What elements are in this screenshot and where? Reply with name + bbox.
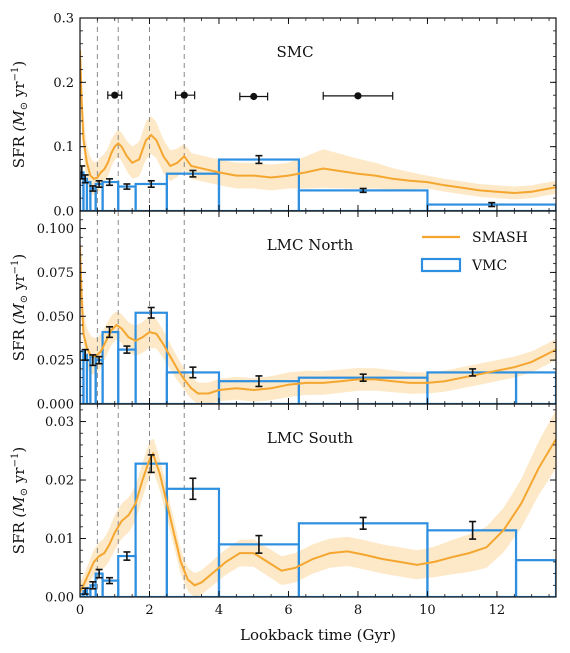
age-marker-dot — [180, 91, 188, 99]
y-axis-title: SFR (M⊙ yr−1) — [10, 254, 30, 361]
y-tick-label: 0.3 — [53, 12, 74, 27]
vmc-errorbar-3 — [106, 325, 114, 339]
vmc-bar-12 — [514, 559, 556, 597]
vmc-errorbar-1 — [81, 174, 89, 184]
vmc-errorbar-0 — [81, 587, 89, 595]
panel-title: LMC South — [267, 429, 354, 447]
smash-line — [80, 50, 556, 195]
panel-1: 0.000 0.025 0.050 0.075 0.100 LMC North SFR (M… — [10, 210, 557, 413]
smash-line — [80, 438, 556, 592]
vmc-errorbar-7 — [255, 534, 263, 554]
x-axis-title: Lookback time (Gyr) — [240, 626, 396, 644]
age-marker-1 — [174, 91, 196, 100]
vmc-errorbar-8 — [359, 373, 367, 382]
x-tick-label: 12 — [489, 603, 506, 618]
x-tick-label: 6 — [284, 603, 292, 618]
y-tick-label: 0.025 — [37, 354, 74, 369]
vmc-bar-7 — [134, 182, 168, 211]
y-axis-title: SFR (M⊙ yr−1) — [10, 447, 30, 554]
smash-uncertainty-band — [80, 30, 556, 200]
legend-vmc-box — [420, 257, 462, 273]
y-tick-label: 0.000 — [37, 398, 74, 413]
vmc-errorbar-6 — [147, 179, 155, 188]
vmc-errorbar-3 — [106, 576, 114, 585]
y-tick-label: 0.03 — [45, 415, 74, 430]
vmc-errorbar-3 — [95, 179, 103, 188]
x-tick-label: 8 — [354, 603, 362, 618]
smash-uncertainty-band — [80, 409, 556, 597]
y-tick-label: 0.050 — [37, 310, 74, 325]
vmc-errorbar-9 — [469, 368, 477, 377]
vmc-bar-10 — [297, 189, 429, 211]
x-tick-label: 0 — [76, 603, 84, 618]
panel-2: 0.00 0.01 0.02 0.03 0 2 4 6 8 10 12 LMC South SFR (M… — [10, 403, 557, 618]
vmc-errorbar-5 — [123, 183, 131, 190]
vmc-errorbar-6 — [189, 477, 197, 501]
vmc-errorbar-6 — [189, 366, 197, 379]
panel-title: SMC — [276, 43, 313, 61]
vmc-errorbar-7 — [189, 169, 197, 178]
smash-line — [80, 246, 556, 395]
vmc-bar-6 — [117, 348, 137, 404]
legend: SMASH VMC — [420, 230, 528, 274]
y-tick-label: 0.100 — [37, 222, 74, 237]
vmc-errorbar-2 — [89, 185, 97, 192]
vmc-bar-6 — [117, 185, 137, 211]
age-marker-3 — [322, 91, 394, 100]
legend-vmc-label: VMC — [471, 258, 507, 274]
panel-0: 0.0 0.1 0.2 0.3 SMC SFR (M⊙ yr−1) — [10, 12, 557, 220]
age-marker-0 — [107, 91, 123, 100]
panel-title: LMC North — [267, 236, 354, 254]
vmc-errorbar-9 — [359, 187, 367, 194]
age-marker-2 — [239, 92, 269, 101]
vmc-errorbar-1 — [89, 354, 97, 367]
vmc-bar-6 — [117, 554, 137, 597]
y-tick-label: 0.02 — [45, 474, 74, 489]
vmc-bar-12 — [514, 371, 556, 404]
vmc-errorbar-4 — [123, 551, 131, 561]
x-tick-label: 10 — [419, 603, 436, 618]
vmc-errorbar-8 — [255, 154, 263, 165]
vmc-errorbar-8 — [359, 516, 367, 530]
vmc-errorbar-9 — [469, 520, 477, 540]
legend-smash-label: SMASH — [472, 230, 528, 246]
age-marker-dot — [250, 92, 258, 101]
panel-frame — [79, 403, 557, 598]
y-tick-label: 0.075 — [37, 266, 74, 281]
y-tick-label: 0.2 — [53, 76, 74, 91]
y-tick-label: 0.00 — [45, 591, 74, 606]
vmc-errorbar-1 — [89, 580, 97, 590]
vmc-errorbar-4 — [106, 178, 114, 187]
y-tick-label: 0.01 — [45, 532, 74, 547]
vmc-errorbar-2 — [95, 568, 103, 579]
vmc-errorbar-7 — [255, 375, 263, 388]
vmc-errorbar-10 — [488, 201, 496, 208]
vmc-errorbar-4 — [123, 345, 131, 354]
x-tick-label: 4 — [215, 603, 223, 618]
y-tick-label: 0.0 — [53, 205, 74, 220]
age-marker-dot — [111, 91, 119, 99]
vmc-bar-5 — [101, 180, 120, 211]
panel-plot-area-1 — [80, 211, 556, 404]
panel-plot-area-0 — [80, 18, 556, 211]
vmc-errorbar-5 — [147, 454, 155, 474]
vmc-errorbar-2 — [95, 355, 103, 365]
x-tick-label: 2 — [145, 603, 153, 618]
y-axis-title: SFR (M⊙ yr−1) — [10, 61, 30, 168]
age-marker-dot — [354, 92, 362, 100]
vmc-errorbar-5 — [147, 306, 155, 319]
y-tick-label: 0.1 — [53, 140, 74, 155]
